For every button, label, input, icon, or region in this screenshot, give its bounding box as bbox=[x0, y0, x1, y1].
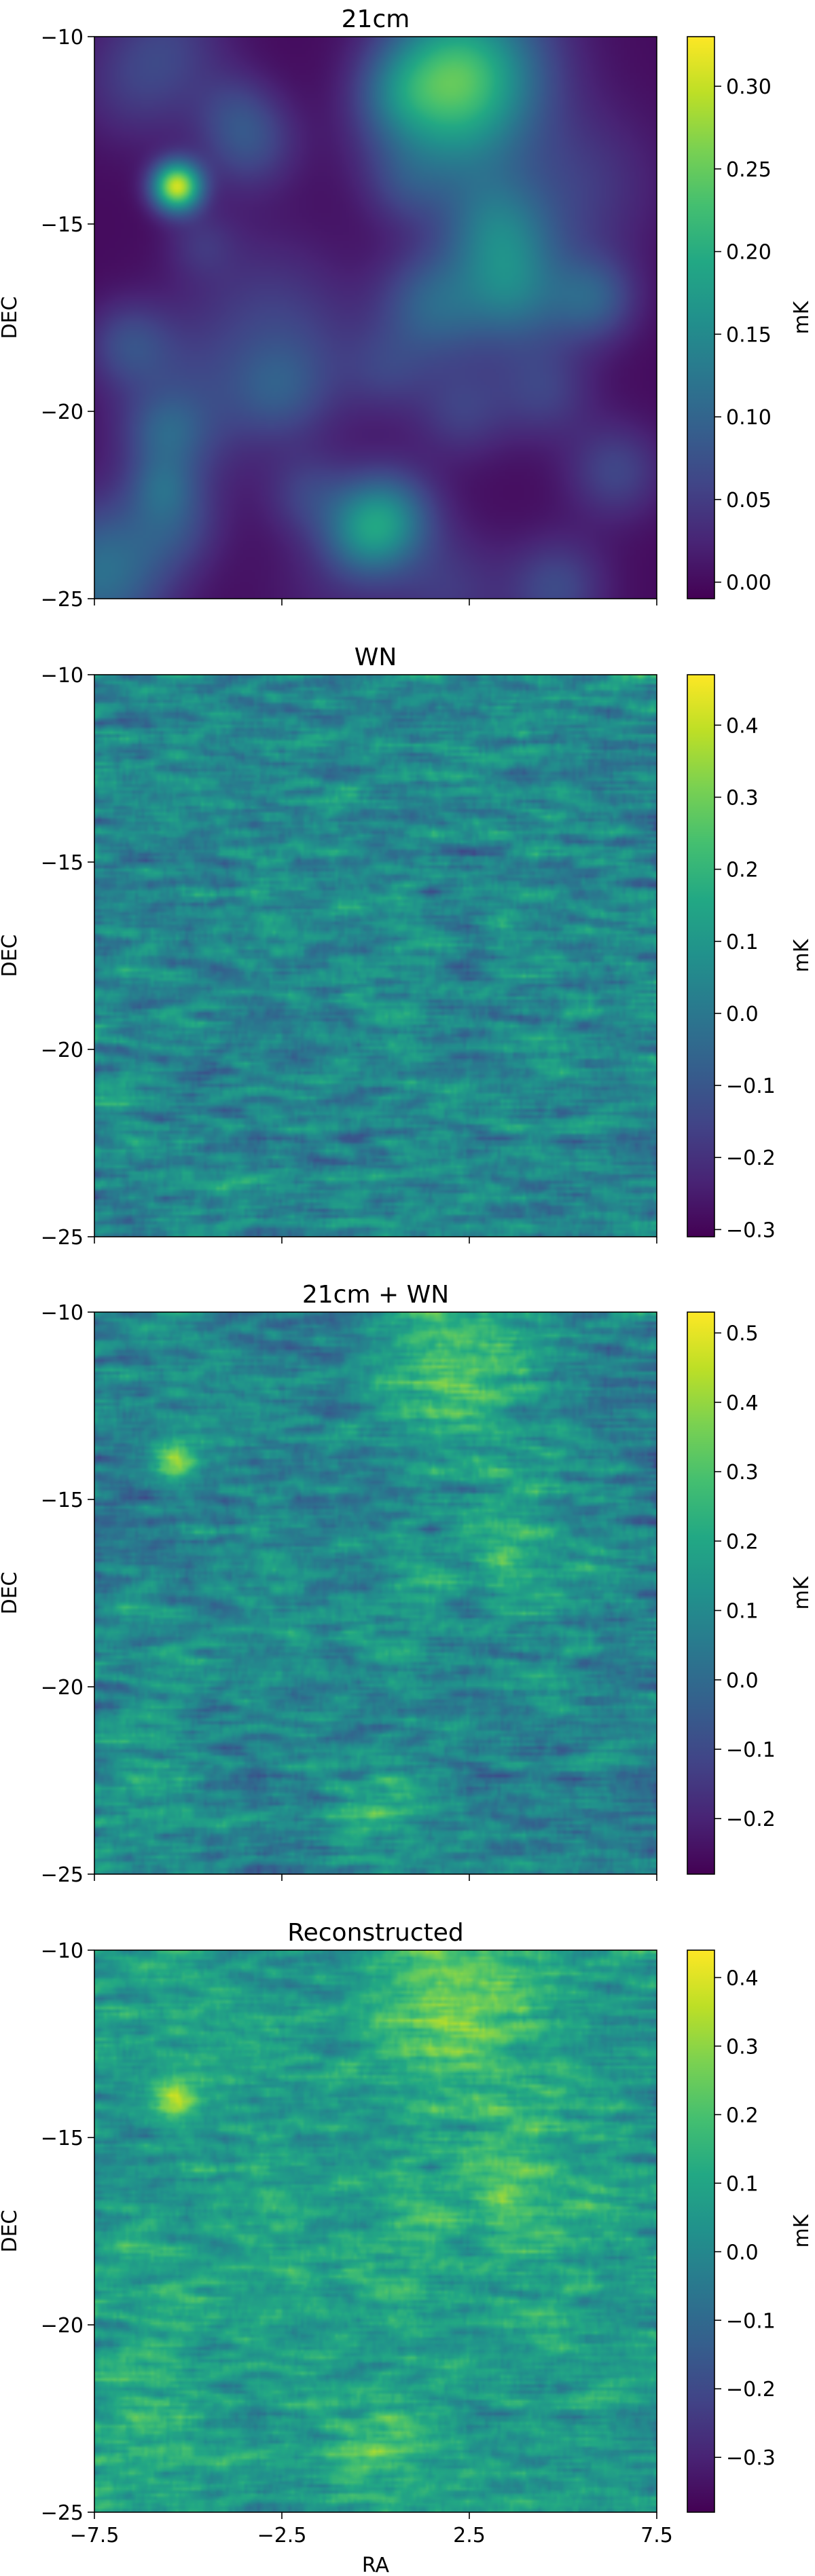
chart-title: Reconstructed bbox=[287, 1919, 464, 1947]
x-tick-label: −2.5 bbox=[257, 2524, 307, 2547]
x-tick-label: 2.5 bbox=[453, 2524, 486, 2547]
colorbar: −0.3 −0.2 −0.1 0.0 0.1 0.2 0.3 0.4 mK bbox=[687, 1949, 814, 2513]
panel-3: 21cm + WN −10 −15 −20 −25 DEC −0.2 −0.1 0.0 0.1 0.… bbox=[0, 1281, 814, 1887]
colorbar-tick-label: 0.15 bbox=[726, 323, 772, 347]
x-tick-label: −7.5 bbox=[70, 2524, 120, 2547]
x-tick-label: 7.5 bbox=[640, 2524, 673, 2547]
y-tick-label: −15 bbox=[41, 2127, 84, 2150]
y-axis-label: DEC bbox=[0, 296, 22, 339]
colorbar: −0.2 −0.1 0.0 0.1 0.2 0.3 0.4 0.5 mK bbox=[687, 1311, 814, 1875]
colorbar-label: mK bbox=[790, 2214, 814, 2247]
colorbar-tick-label: −0.3 bbox=[726, 1218, 776, 1242]
panel-2: WN −10 −15 −20 −25 DEC −0.3 −0.2 −0.1 0.0 0.1 0.2 0.… bbox=[0, 643, 814, 1250]
y-tick-label: −15 bbox=[41, 213, 84, 237]
y-axis-label: DEC bbox=[0, 934, 22, 977]
colorbar-tick-label: 0.4 bbox=[726, 1392, 759, 1415]
colorbar-tick-label: 0.0 bbox=[726, 2241, 759, 2264]
y-tick-label: −20 bbox=[41, 2314, 84, 2338]
heatmap-image bbox=[94, 37, 657, 599]
colorbar-tick-label: 0.10 bbox=[726, 406, 772, 430]
colorbar-tick-label: 0.00 bbox=[726, 572, 772, 595]
colorbar-tick-label: −0.3 bbox=[726, 2446, 776, 2470]
y-tick-label: −10 bbox=[41, 26, 84, 50]
colorbar-gradient bbox=[687, 1950, 714, 2512]
plot-frame bbox=[94, 1949, 657, 2513]
y-tick-label: −10 bbox=[41, 1939, 84, 1963]
colorbar-tick-label: −0.1 bbox=[726, 2309, 776, 2333]
colorbar-frame bbox=[687, 1949, 715, 2513]
y-tick-label: −15 bbox=[41, 1489, 84, 1512]
colorbar-tick-label: 0.0 bbox=[726, 1669, 759, 1693]
y-tick-label: −20 bbox=[41, 1039, 84, 1062]
colorbar-tick-label: −0.2 bbox=[726, 2378, 776, 2402]
chart-title: WN bbox=[355, 643, 397, 671]
colorbar-tick-label: 0.05 bbox=[726, 489, 772, 512]
colorbar-gradient bbox=[687, 675, 714, 1237]
colorbar-gradient bbox=[687, 1312, 714, 1874]
chart-title: 21cm + WN bbox=[302, 1281, 449, 1309]
colorbar-tick-label: 0.1 bbox=[726, 931, 759, 954]
colorbar-label: mK bbox=[790, 300, 814, 334]
heatmap-image bbox=[94, 1950, 657, 2512]
colorbar-tick-label: 0.3 bbox=[726, 1461, 759, 1485]
y-tick-label: −25 bbox=[41, 2501, 84, 2525]
colorbar-tick-label: 0.25 bbox=[726, 158, 772, 182]
x-axis-label: RA bbox=[362, 2554, 390, 2576]
plot-frame bbox=[94, 36, 657, 599]
colorbar-tick-label: 0.0 bbox=[726, 1003, 759, 1026]
plot-frame bbox=[94, 1311, 657, 1875]
colorbar-label: mK bbox=[790, 938, 814, 972]
colorbar-tick-label: 0.2 bbox=[726, 859, 759, 882]
colorbar: 0.00 0.05 0.10 0.15 0.20 0.25 0.30 mK bbox=[687, 36, 814, 599]
y-tick-label: −10 bbox=[41, 664, 84, 688]
colorbar-tick-label: 0.20 bbox=[726, 241, 772, 265]
colorbar-tick-label: 0.5 bbox=[726, 1322, 759, 1346]
y-tick-label: −20 bbox=[41, 1676, 84, 1700]
colorbar-tick-label: −0.2 bbox=[726, 1808, 776, 1831]
colorbar-tick-label: 0.30 bbox=[726, 75, 772, 99]
colorbar-tick-label: −0.1 bbox=[726, 1738, 776, 1762]
y-tick-label: −25 bbox=[41, 588, 84, 612]
colorbar-label: mK bbox=[790, 1575, 814, 1609]
colorbar-tick-label: −0.1 bbox=[726, 1075, 776, 1098]
y-tick-label: −25 bbox=[41, 1226, 84, 1250]
y-axis-label: DEC bbox=[0, 2209, 22, 2252]
panel-4: Reconstructed −10 −15 −20 −25 DEC −7.5 −2.5 2.5 7… bbox=[0, 1919, 814, 2576]
colorbar-gradient bbox=[687, 37, 714, 599]
colorbar-frame bbox=[687, 36, 715, 599]
colorbar-frame bbox=[687, 1311, 715, 1875]
y-axis-label: DEC bbox=[0, 1571, 22, 1614]
colorbar-tick-label: 0.4 bbox=[726, 714, 759, 738]
y-tick-label: −25 bbox=[41, 1863, 84, 1887]
heatmap-image bbox=[94, 1312, 657, 1874]
chart-title: 21cm bbox=[342, 5, 410, 33]
colorbar-tick-label: 0.2 bbox=[726, 1530, 759, 1554]
colorbar-tick-label: −0.2 bbox=[726, 1146, 776, 1170]
y-tick-label: −20 bbox=[41, 400, 84, 424]
colorbar: −0.3 −0.2 −0.1 0.0 0.1 0.2 0.3 0.4 mK bbox=[687, 674, 814, 1242]
colorbar-tick-label: 0.4 bbox=[726, 1966, 759, 1990]
colorbar-tick-label: 0.3 bbox=[726, 2035, 759, 2059]
colorbar-tick-label: 0.1 bbox=[726, 2172, 759, 2196]
plot-frame bbox=[94, 674, 657, 1237]
y-tick-label: −10 bbox=[41, 1301, 84, 1325]
colorbar-tick-label: 0.2 bbox=[726, 2104, 759, 2127]
panel-1: 21cm−10−15−20−25DEC0.000.050.100.150.200… bbox=[0, 5, 814, 612]
colorbar-tick-label: 0.1 bbox=[726, 1600, 759, 1624]
y-tick-label: −15 bbox=[41, 851, 84, 875]
heatmap-image bbox=[94, 675, 657, 1237]
colorbar-frame bbox=[687, 674, 715, 1237]
colorbar-tick-label: 0.3 bbox=[726, 786, 759, 810]
